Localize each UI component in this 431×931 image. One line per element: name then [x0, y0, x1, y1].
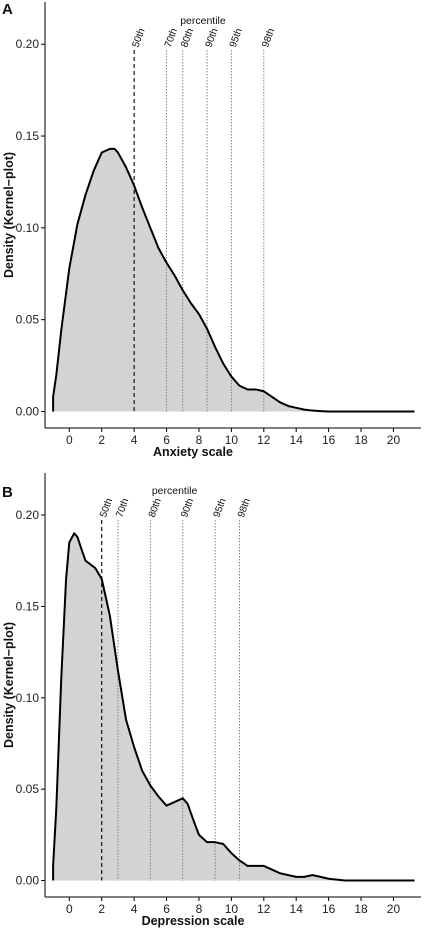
x-tick-label: 18 [354, 902, 368, 916]
x-tick-label: 2 [98, 902, 105, 916]
y-tick-label: 0.05 [16, 782, 40, 796]
y-tick-label: 0.10 [16, 221, 40, 235]
percentile-title: percentile [152, 485, 198, 497]
y-tick-label: 0.10 [16, 691, 40, 705]
x-tick-label: 8 [196, 902, 203, 916]
percentile-label-95th: 95th [212, 497, 229, 519]
percentile-label-70th: 70th [163, 27, 180, 49]
y-tick-label: 0.05 [16, 313, 40, 327]
percentile-label-50th: 50th [98, 497, 115, 519]
x-tick-label: 10 [225, 902, 239, 916]
x-tick-label: 0 [66, 433, 73, 447]
panel-label: A [2, 1, 13, 18]
y-tick-label: 0.00 [16, 404, 40, 418]
y-tick-label: 0.20 [16, 508, 40, 522]
y-tick-label: 0.20 [16, 37, 40, 51]
x-tick-label: 20 [387, 902, 401, 916]
x-tick-label: 4 [131, 433, 138, 447]
percentile-label-98th: 98th [236, 497, 253, 519]
percentile-label-90th: 90th [204, 27, 221, 49]
density-curve [52, 532, 415, 882]
density-area [53, 533, 415, 881]
x-tick-label: 12 [257, 433, 271, 447]
x-tick-label: 4 [131, 902, 138, 916]
x-tick-label: 14 [290, 433, 304, 447]
x-tick-label: 16 [322, 433, 336, 447]
percentile-label-80th: 80th [179, 27, 196, 49]
x-tick-label: 20 [387, 433, 401, 447]
x-axis-title: Depression scale [142, 914, 245, 928]
percentile-label-80th: 80th [147, 497, 164, 519]
y-axis-title: Density (Kernel−plot) [2, 622, 16, 748]
y-tick-label: 0.15 [16, 599, 40, 613]
density-curve [52, 147, 415, 413]
density-area [53, 148, 415, 412]
x-tick-label: 16 [322, 902, 336, 916]
y-tick-label: 0.15 [16, 129, 40, 143]
y-axis-title: Density (Kernel−plot) [2, 152, 16, 278]
x-tick-label: 6 [163, 433, 170, 447]
percentile-title: percentile [180, 15, 226, 27]
x-tick-label: 10 [225, 433, 239, 447]
x-tick-label: 14 [290, 902, 304, 916]
percentile-label-70th: 70th [114, 497, 131, 519]
panel-anxiety: 0 2 4 6 8 10 12 14 16 18 20 0.00 0.05 0.10 0.15 0.20 Anx… [2, 1, 421, 459]
panel-depression: 0 2 4 6 8 10 12 14 16 18 20 0.00 0.05 0.10 0.15 0.20 Dep… [2, 473, 421, 928]
x-tick-label: 8 [196, 433, 203, 447]
x-tick-label: 2 [98, 433, 105, 447]
panel-label: B [2, 484, 13, 501]
x-tick-label: 0 [66, 902, 73, 916]
x-tick-label: 18 [354, 433, 368, 447]
percentile-label-95th: 95th [228, 27, 245, 49]
x-tick-label: 6 [163, 902, 170, 916]
x-tick-label: 12 [257, 902, 271, 916]
y-tick-label: 0.00 [16, 874, 40, 888]
percentile-label-90th: 90th [179, 497, 196, 519]
percentile-label-98th: 98th [260, 27, 277, 49]
percentile-label-50th: 50th [131, 27, 148, 49]
x-axis-title: Anxiety scale [153, 445, 233, 459]
